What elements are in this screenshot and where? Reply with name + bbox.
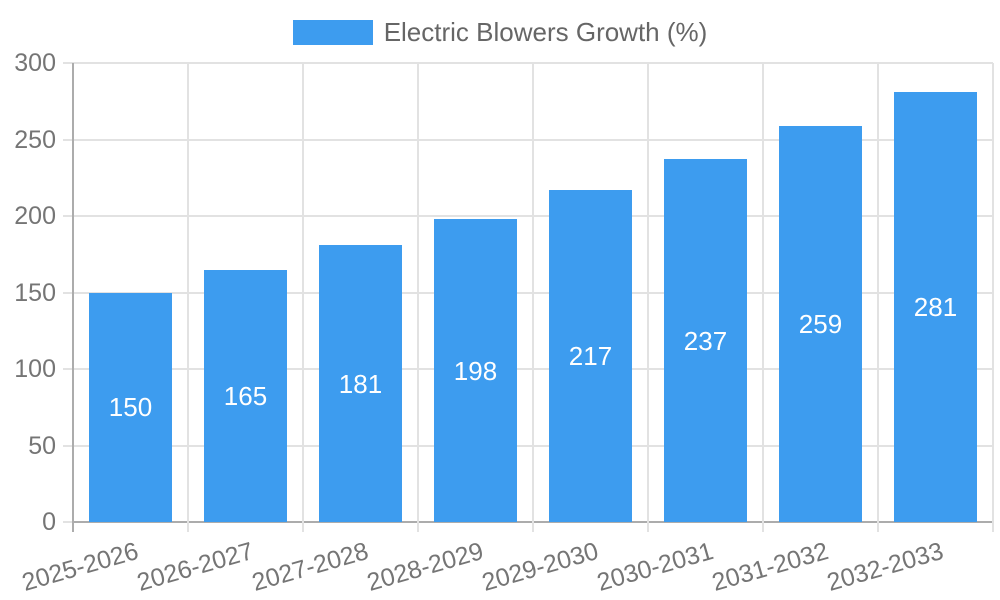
x-grid-tick-mark: [992, 522, 994, 532]
x-grid-tick-mark: [647, 522, 649, 532]
bar-2031-2032[interactable]: 259: [779, 125, 862, 522]
x-grid-tick-mark: [877, 522, 879, 532]
x-tick-label: 2026-2027: [133, 536, 257, 597]
x-tick-label: 2027-2028: [248, 536, 372, 597]
v-gridline: [302, 63, 304, 522]
x-tick-label: 2030-2031: [593, 536, 717, 597]
chart-legend: Electric Blowers Growth (%): [0, 18, 1000, 46]
bar-2027-2028[interactable]: 181: [319, 245, 402, 522]
y-grid-tick-mark: [63, 521, 73, 523]
bar-2032-2033[interactable]: 281: [894, 92, 977, 522]
y-tick-label: 250: [14, 125, 56, 154]
y-grid-tick-mark: [63, 444, 73, 447]
y-tick-label: 200: [14, 202, 56, 230]
bar-2028-2029[interactable]: 198: [434, 219, 517, 522]
v-gridline: [417, 63, 419, 522]
x-tick-label: 2032-2033: [823, 536, 947, 597]
bar-value-label: 198: [453, 355, 498, 386]
v-gridline: [762, 63, 764, 522]
x-tick-label: 2031-2032: [708, 536, 832, 597]
bar-value-label: 181: [338, 368, 383, 399]
bar-2025-2026[interactable]: 150: [89, 292, 172, 522]
bar-value-label: 259: [798, 308, 843, 339]
y-tick-label: 100: [14, 355, 56, 383]
x-grid-tick-mark: [302, 522, 304, 532]
y-tick-label: 300: [14, 49, 56, 77]
x-grid-tick-mark: [417, 522, 419, 532]
v-gridline: [532, 63, 534, 522]
y-tick-label: 50: [28, 431, 56, 460]
x-tick-label: 2028-2029: [363, 536, 487, 597]
bar-2029-2030[interactable]: 217: [549, 189, 632, 522]
legend-label: Electric Blowers Growth (%): [383, 17, 708, 47]
y-tick-label: 0: [42, 508, 56, 536]
v-gridline: [877, 63, 879, 522]
bar-2026-2027[interactable]: 165: [204, 269, 287, 522]
bar-value-label: 281: [913, 292, 958, 323]
bar-value-label: 150: [108, 392, 153, 423]
y-grid-tick-mark: [63, 138, 73, 141]
legend-item-electric-blowers-growth[interactable]: Electric Blowers Growth (%): [292, 17, 708, 47]
x-grid-tick-mark: [187, 522, 189, 532]
y-tick-label: 150: [14, 278, 56, 307]
x-grid-tick-mark: [532, 522, 534, 532]
y-grid-tick-mark: [63, 215, 73, 217]
y-axis-line: [72, 63, 74, 522]
bar-2030-2031[interactable]: 237: [664, 159, 747, 522]
x-tick-label: 2025-2026: [18, 536, 142, 597]
x-tick-label: 2029-2030: [478, 536, 602, 597]
bar-value-label: 217: [568, 340, 613, 371]
legend-color-swatch: [292, 19, 373, 45]
x-grid-tick-mark: [762, 522, 764, 532]
v-gridline: [992, 63, 994, 522]
v-gridline: [187, 63, 189, 522]
y-grid-tick-mark: [63, 62, 73, 64]
y-grid-tick-mark: [63, 368, 73, 370]
bar-value-label: 237: [683, 325, 728, 356]
bar-value-label: 165: [223, 380, 268, 411]
x-grid-tick-mark: [72, 522, 74, 532]
y-grid-tick-mark: [63, 291, 73, 294]
v-gridline: [647, 63, 649, 522]
